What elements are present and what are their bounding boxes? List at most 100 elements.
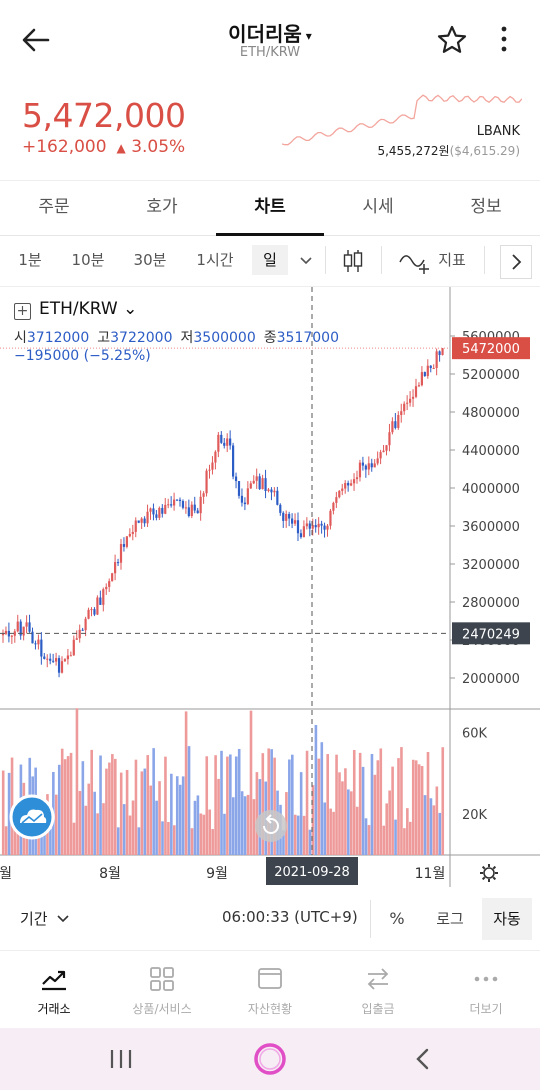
candle-body	[211, 462, 214, 470]
candle-body	[273, 490, 276, 493]
volume-bar	[344, 768, 347, 855]
recent-apps-icon[interactable]	[108, 1048, 134, 1070]
candle-body	[149, 508, 152, 512]
candle-body	[308, 523, 311, 529]
favorite-star-icon[interactable]	[436, 24, 468, 56]
candle-body	[296, 520, 300, 534]
y-tick-label: 3600000	[462, 520, 520, 535]
volume-bar	[149, 785, 152, 855]
candle-body	[116, 562, 120, 564]
candle-body	[34, 643, 37, 645]
tab-order[interactable]: 주문	[38, 197, 70, 217]
volume-bar	[119, 772, 123, 855]
candle-body	[276, 490, 279, 505]
reset-view-button[interactable]	[255, 810, 287, 842]
tab-orderbook[interactable]: 호가	[146, 197, 178, 217]
candle-body	[258, 476, 261, 490]
settings-gear-icon[interactable]	[480, 864, 498, 882]
tab-quotes[interactable]: 시세	[362, 197, 394, 217]
volume-bar	[237, 748, 241, 855]
candle-body	[279, 504, 282, 513]
price-chart[interactable]: 5600000520000048000004400000400000036000…	[0, 287, 540, 887]
volume-bar	[423, 795, 427, 855]
chart-symbol[interactable]: + ETH/KRW ⌄	[14, 299, 137, 320]
candle-body	[31, 631, 34, 644]
volume-bar	[420, 766, 424, 855]
candle-body	[326, 525, 329, 530]
volume-bar	[175, 776, 179, 855]
interval-30min[interactable]: 30분	[133, 251, 167, 269]
volume-bar	[273, 757, 276, 855]
volume-bar	[376, 760, 380, 855]
y-tick-label: 3200000	[462, 558, 520, 573]
interval-10min[interactable]: 10분	[71, 251, 105, 269]
coin-title[interactable]: 이더리움 ▾	[228, 22, 312, 46]
interval-day[interactable]: 일	[252, 245, 288, 275]
candle-body	[420, 372, 423, 386]
candle-body	[84, 618, 87, 631]
back-arrow-icon[interactable]	[18, 22, 54, 58]
volume-bar	[373, 774, 377, 855]
indicator-label[interactable]: 지표	[438, 251, 466, 269]
volume-bar	[364, 818, 368, 855]
candle-body	[350, 483, 353, 486]
candle-body	[358, 462, 362, 478]
volume-bar	[270, 749, 273, 855]
nav-more[interactable]: 더보기	[432, 952, 540, 1026]
interval-1hour[interactable]: 1시간	[196, 251, 234, 269]
pair-subtitle: ETH/KRW	[239, 45, 301, 60]
volume-bar	[350, 791, 353, 855]
candle-body	[69, 655, 72, 657]
candle-body	[134, 520, 137, 532]
nav-assets[interactable]: 자산현황	[216, 952, 324, 1026]
volume-bar	[72, 822, 76, 855]
interval-dropdown-icon[interactable]	[298, 254, 314, 268]
percent-scale-button[interactable]: %	[389, 909, 405, 928]
volume-bar	[302, 815, 306, 855]
candlestick-type-icon[interactable]	[340, 248, 366, 274]
nav-products[interactable]: 상품/서비스	[108, 952, 216, 1026]
transfer-arrows-icon	[367, 968, 389, 990]
auto-scale-button[interactable]: 자동	[482, 898, 532, 940]
x-tick-label: 11월	[415, 866, 446, 882]
indicator-icon[interactable]	[398, 248, 432, 274]
volume-bar	[358, 752, 362, 855]
title-dropdown-icon[interactable]: ▾	[305, 28, 312, 43]
volume-bar	[252, 799, 256, 855]
period-select[interactable]: 기간	[20, 908, 70, 929]
volume-bar	[146, 755, 150, 855]
home-button-icon[interactable]	[252, 1041, 288, 1077]
log-scale-button[interactable]: 로그	[436, 910, 464, 928]
cloud-chart-button[interactable]	[9, 794, 55, 840]
tab-chart[interactable]: 차트	[216, 181, 324, 236]
candle-body	[332, 502, 335, 511]
volume-bar	[13, 826, 17, 855]
candle-body	[178, 499, 182, 502]
symbol-dropdown-icon[interactable]: ⌄	[123, 299, 138, 319]
volume-bar	[240, 791, 244, 855]
candle-body	[137, 520, 140, 523]
system-back-icon[interactable]	[412, 1047, 434, 1071]
current-price-label: 5472000	[462, 342, 520, 357]
volume-bar	[116, 827, 120, 855]
toolbar-scroll-button[interactable]	[500, 245, 532, 279]
nav-deposit[interactable]: 입출금	[324, 952, 432, 1026]
candle-body	[78, 629, 81, 639]
candle-body	[382, 450, 385, 453]
nav-exchange[interactable]: 거래소	[0, 952, 108, 1026]
candle-body	[164, 504, 167, 514]
add-indicator-icon[interactable]: +	[14, 303, 31, 320]
tab-info[interactable]: 정보	[470, 197, 502, 217]
candle-body	[288, 513, 291, 519]
interval-1min[interactable]: 1분	[18, 251, 42, 269]
candle-body	[270, 489, 273, 493]
candle-body	[261, 478, 264, 490]
volume-bar	[90, 749, 93, 855]
candle-body	[102, 589, 105, 605]
volume-bar	[217, 778, 220, 855]
candle-body	[355, 477, 359, 480]
ohlc-readout: 시3712000 고3722000 저3500000 종3517000	[14, 330, 339, 346]
volume-bar	[105, 768, 108, 855]
more-vertical-icon[interactable]	[494, 24, 514, 56]
grid-icon	[150, 967, 174, 991]
